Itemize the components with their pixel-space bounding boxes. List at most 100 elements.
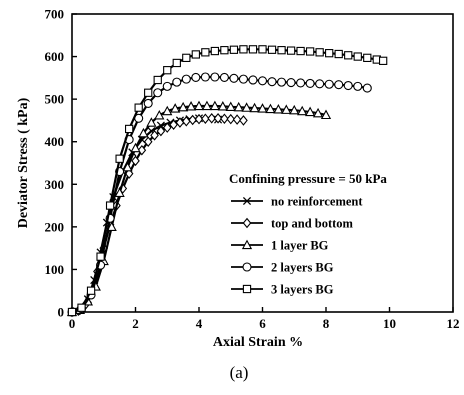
data-point-2-layers-bg	[362, 83, 372, 93]
y-tick-label: 600	[45, 49, 65, 64]
data-point-2-layers-bg	[248, 75, 258, 85]
data-point-2-layers-bg	[276, 77, 287, 87]
legend-entry-2-layers-bg: 2 layers BG	[231, 261, 334, 275]
data-point-3-layers-bg	[77, 303, 86, 312]
data-point-top-and-bottom	[239, 115, 248, 126]
data-point-3-layers-bg	[134, 103, 143, 112]
data-point-3-layers-bg	[258, 45, 267, 54]
legend: no reinforcement top and bottom 1 layer BG…	[231, 195, 363, 297]
data-point-3-layers-bg	[229, 45, 239, 54]
data-point-1-layer-bg	[114, 187, 125, 197]
data-point-3-layers-bg	[248, 45, 258, 54]
data-point-1-layer-bg	[193, 100, 205, 111]
data-point-2-layers-bg	[181, 74, 191, 84]
legend-marker	[242, 196, 252, 206]
data-point-1-layer-bg	[217, 101, 228, 111]
legend-label: 1 layer BG	[271, 239, 329, 253]
data-point-1-layer-bg	[312, 107, 324, 118]
data-point-3-layers-bg	[325, 49, 334, 58]
x-tick-label: 6	[259, 316, 266, 331]
data-point-top-and-bottom	[207, 113, 217, 124]
data-point-1-layer-bg	[265, 103, 276, 114]
legend-marker	[242, 217, 252, 229]
legend-entry-1-layer-bg: 1 layer BG	[231, 239, 329, 253]
series-2-layers-bg	[67, 72, 372, 317]
data-point-3-layers-bg	[191, 50, 200, 59]
data-point-3-layers-bg	[239, 45, 248, 54]
legend-marker	[241, 239, 253, 250]
data-point-2-layers-bg	[153, 88, 163, 98]
y-axis-title: Deviator Stress ( kPa)	[16, 97, 31, 228]
data-point-2-layers-bg	[305, 78, 315, 88]
data-point-3-layers-bg	[334, 49, 343, 59]
legend-marker	[242, 262, 252, 272]
data-point-2-layers-bg	[324, 79, 334, 89]
data-point-top-and-bottom	[162, 122, 172, 133]
y-tick-label: 100	[45, 262, 65, 277]
data-point-2-layers-bg	[267, 77, 277, 87]
data-point-3-layers-bg	[210, 46, 220, 56]
series-group	[66, 45, 388, 318]
data-point-top-and-bottom	[232, 114, 242, 125]
data-point-1-layer-bg	[225, 101, 236, 111]
data-point-1-layer-bg	[106, 221, 117, 232]
legend-entry-top-and-bottom: top and bottom	[231, 217, 354, 231]
x-axis-title: Axial Strain %	[213, 335, 303, 350]
data-point-1-layer-bg	[257, 103, 268, 113]
data-point-1-layer-bg	[281, 104, 292, 114]
y-tick-label: 700	[45, 7, 65, 22]
y-tick-label: 0	[58, 305, 65, 320]
data-point-1-layer-bg	[241, 102, 252, 112]
data-point-top-and-bottom	[150, 130, 159, 141]
data-point-1-layer-bg	[249, 102, 260, 113]
data-point-3-layers-bg	[353, 52, 362, 61]
data-point-3-layers-bg	[172, 58, 181, 68]
data-point-top-and-bottom	[137, 144, 147, 156]
data-point-2-layers-bg	[191, 72, 201, 82]
data-point-2-layers-bg	[353, 81, 363, 91]
data-point-3-layers-bg	[163, 66, 172, 75]
data-point-3-layers-bg	[378, 56, 388, 65]
data-point-2-layers-bg	[143, 98, 153, 108]
data-point-3-layers-bg	[201, 48, 210, 57]
series-line-3-layers-bg	[71, 48, 384, 314]
data-point-1-layer-bg	[162, 105, 173, 116]
data-point-1-layer-bg	[201, 100, 213, 111]
data-point-2-layers-bg	[172, 77, 182, 87]
legend-entry-no-reinforcement: no reinforcement	[231, 195, 363, 209]
y-tick-label: 200	[45, 219, 65, 234]
data-point-1-layer-bg	[178, 101, 189, 112]
data-point-2-layers-bg	[238, 74, 248, 84]
data-point-3-layers-bg	[115, 154, 124, 163]
series-3-layers-bg	[67, 45, 388, 317]
data-point-3-layers-bg	[296, 46, 305, 56]
data-point-1-layer-bg	[297, 105, 308, 116]
data-point-1-layer-bg	[273, 103, 284, 114]
data-point-top-and-bottom	[156, 125, 166, 137]
legend-label: 3 layers BG	[271, 283, 334, 297]
x-tick-label: 8	[323, 316, 330, 331]
data-point-1-layer-bg	[146, 117, 157, 127]
data-point-3-layers-bg	[153, 75, 162, 85]
data-point-1-layer-bg	[233, 101, 244, 112]
legend-label: 2 layers BG	[271, 261, 334, 275]
data-point-3-layers-bg	[277, 46, 286, 55]
data-point-1-layer-bg	[122, 161, 133, 172]
x-tick-label: 4	[196, 316, 203, 331]
data-point-2-layers-bg	[286, 77, 296, 88]
data-point-1-layer-bg	[289, 104, 300, 115]
data-point-3-layers-bg	[267, 45, 277, 54]
data-point-3-layers-bg	[86, 286, 96, 295]
legend-entry-3-layers-bg: 3 layers BG	[231, 283, 334, 297]
data-point-1-layer-bg	[130, 142, 141, 153]
data-point-2-layers-bg	[162, 81, 172, 91]
y-tick-label: 500	[45, 92, 65, 107]
data-point-top-and-bottom	[188, 114, 197, 126]
data-point-top-and-bottom	[169, 119, 178, 130]
data-point-top-and-bottom	[226, 113, 236, 125]
axes: 0 2 4 6 8 10 12 0 100 200 300 400 500 600 700	[45, 7, 460, 332]
data-point-top-and-bottom	[143, 136, 153, 147]
figure-caption: (a)	[230, 363, 249, 382]
data-point-3-layers-bg	[144, 88, 153, 97]
